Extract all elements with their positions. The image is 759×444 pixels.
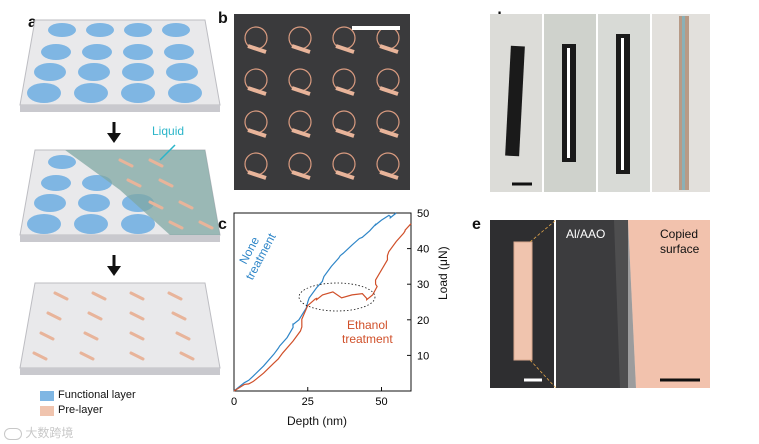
y-tick-label: 50 bbox=[417, 208, 429, 220]
y-tick-label: 10 bbox=[417, 350, 429, 362]
arrow-down-icon bbox=[107, 255, 121, 276]
rod-structure bbox=[379, 128, 399, 138]
x-axis-label: Depth (nm) bbox=[287, 414, 348, 428]
panel-e-letter: e bbox=[472, 216, 481, 233]
watermark-text: 大数跨境 bbox=[25, 426, 74, 440]
load-depth-chart: 0 25 50 10 20 30 40 50 bbox=[231, 208, 429, 408]
rod-structure bbox=[379, 170, 399, 180]
sheet-bottom bbox=[19, 282, 221, 375]
y-axis-label: Load (μN) bbox=[436, 246, 450, 300]
rod-structure bbox=[247, 128, 267, 138]
watermark: 大数跨境 bbox=[4, 424, 73, 441]
panel-a-schematic bbox=[19, 19, 221, 375]
rod-structure bbox=[335, 86, 355, 96]
rod-structure bbox=[247, 86, 267, 96]
panel-b-letter: b bbox=[218, 10, 228, 27]
sheet-top bbox=[19, 19, 221, 112]
panel-c-letter: c bbox=[218, 216, 227, 233]
legend-label-functional: Functional layer bbox=[58, 389, 136, 401]
panel-a-letter: a bbox=[28, 14, 37, 31]
legend-swatch-functional bbox=[40, 391, 54, 401]
chart-frame bbox=[233, 212, 412, 392]
y-tick-label: 40 bbox=[417, 244, 429, 256]
rod-structure bbox=[247, 44, 267, 54]
rod-structure bbox=[291, 128, 311, 138]
legend-swatch-prelayer bbox=[40, 406, 54, 416]
rod-structure bbox=[291, 170, 311, 180]
x-tick-label: 25 bbox=[302, 396, 314, 408]
panel-d-optical-images bbox=[490, 14, 710, 192]
liquid-label: Liquid bbox=[152, 124, 185, 138]
legend-label-prelayer: Pre-layer bbox=[58, 404, 103, 416]
plateau-annotation-ellipse bbox=[298, 282, 376, 312]
rod-structure bbox=[247, 170, 267, 180]
rod-structure bbox=[335, 128, 355, 138]
label-copied: Copied bbox=[660, 227, 699, 241]
series-line-ethanol-treatment bbox=[233, 223, 412, 392]
label-al-aao: Al/AAO bbox=[566, 227, 606, 241]
arrow-down-icon bbox=[107, 122, 121, 143]
label-surface: surface bbox=[660, 242, 700, 256]
series-label-ethanol-line2: treatment bbox=[342, 332, 393, 346]
rod-structure bbox=[291, 86, 311, 96]
rod-structure bbox=[335, 44, 355, 54]
series-label-ethanol: Ethanol treatment bbox=[342, 318, 393, 346]
series-label-ethanol-line1: Ethanol bbox=[347, 318, 388, 332]
sheet-middle bbox=[19, 144, 221, 242]
y-tick-label: 20 bbox=[417, 315, 429, 327]
rod-structure bbox=[291, 44, 311, 54]
x-tick-label: 0 bbox=[231, 396, 237, 408]
panel-b-sem-image bbox=[234, 14, 410, 190]
watermark-logo-icon bbox=[4, 427, 22, 440]
panel-e-images bbox=[490, 220, 710, 388]
y-tick-label: 30 bbox=[417, 279, 429, 291]
series-line-none-treatment bbox=[233, 212, 397, 392]
x-tick-label: 50 bbox=[375, 396, 387, 408]
rod-structure bbox=[379, 44, 399, 54]
rod-structure bbox=[379, 86, 399, 96]
rod-structure bbox=[335, 170, 355, 180]
